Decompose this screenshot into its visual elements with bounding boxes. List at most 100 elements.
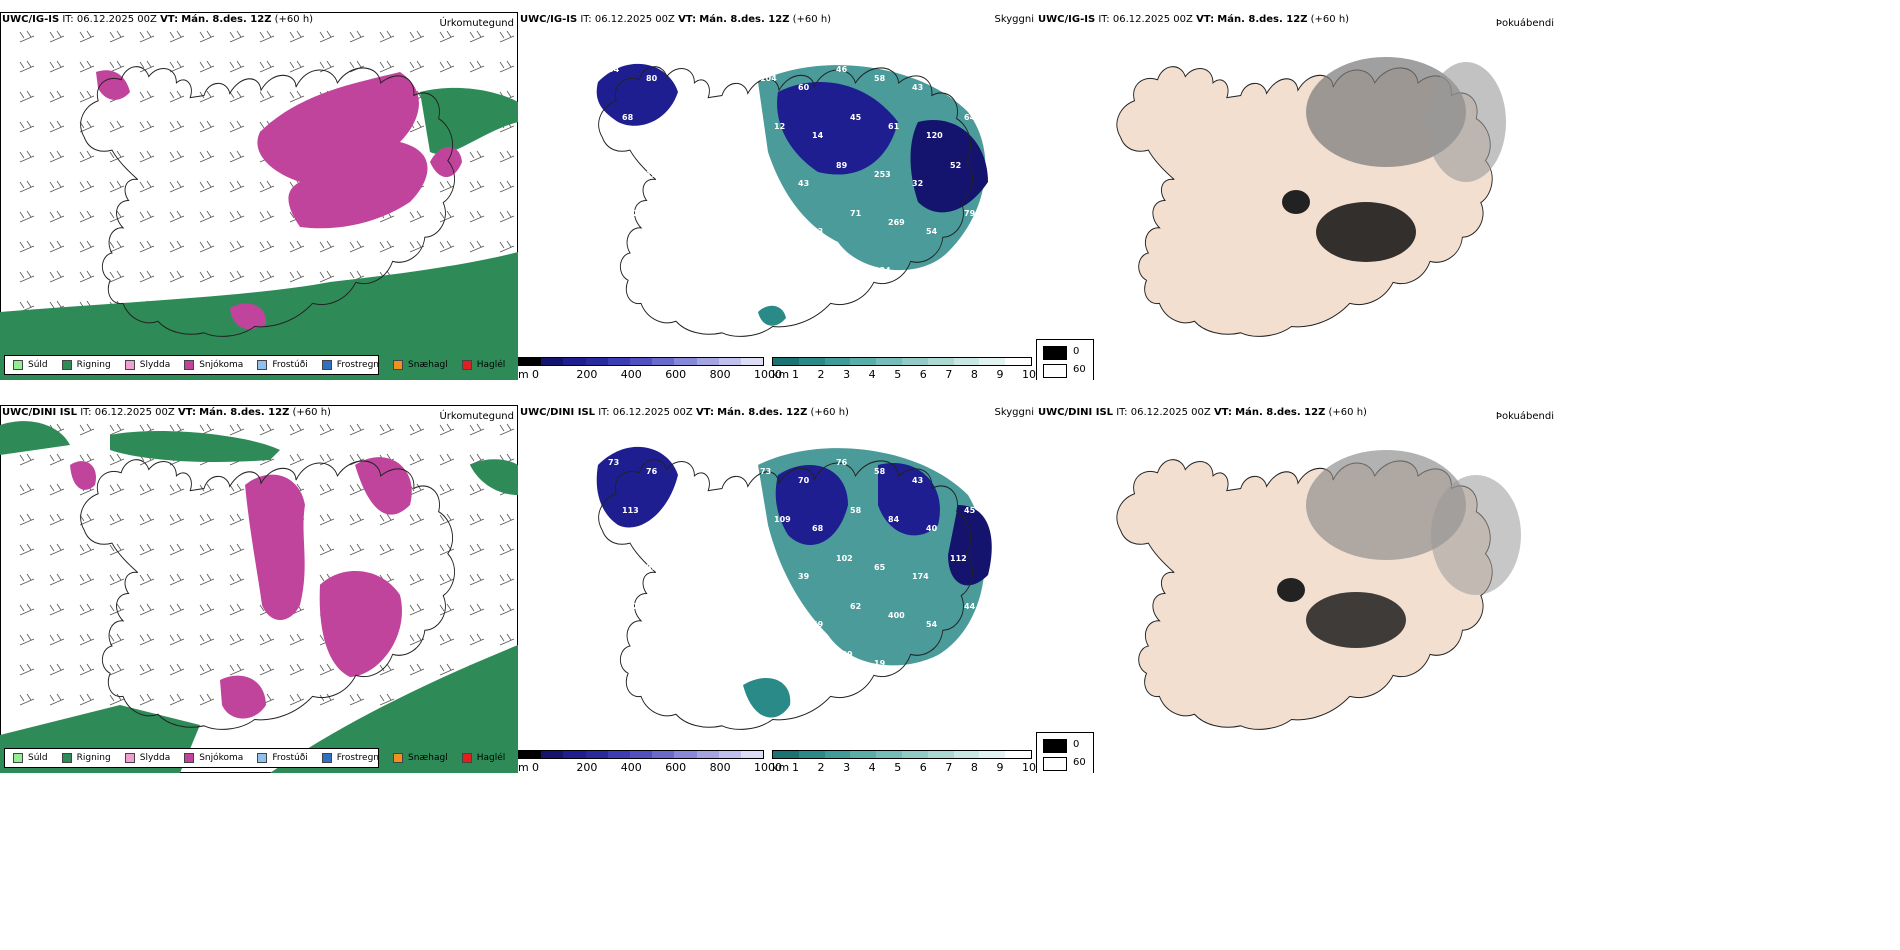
colorbar-tick: 0: [532, 761, 539, 773]
fog-legend-label: 60: [1073, 364, 1086, 375]
iceland-outline: [598, 459, 973, 730]
legend-label: Slydda: [139, 360, 171, 370]
legend-label: Frostregn: [336, 753, 380, 763]
colorbar-tick: 800: [709, 761, 731, 773]
colorbar-tick: 1: [792, 368, 799, 380]
panel-header: UWC/IG-IS IT: 06.12.2025 00Z VT: Mán. 8.…: [520, 14, 832, 25]
cloud-base-label: 53: [812, 227, 823, 236]
fog-legend: 0 60: [1036, 732, 1094, 773]
cloud-base-label: 73: [608, 458, 619, 467]
legend-swatch: [321, 360, 332, 370]
legend-item: Rigning: [61, 753, 111, 763]
cloud-base-label: 85: [698, 524, 710, 533]
fog-legend: 0 60: [1036, 339, 1094, 380]
panel-title: Þokuábendi: [1495, 411, 1554, 422]
cloud-base-label: 59: [812, 620, 824, 629]
cloud-base-label: 54: [926, 227, 938, 236]
cloud-base-label: 75: [660, 515, 672, 524]
colorbar-tick: 10: [1022, 368, 1036, 380]
cloud-base-label: 72: [660, 611, 671, 620]
colorbar-tick: 200: [576, 761, 598, 773]
colorbar-tick: 4: [868, 761, 876, 773]
cloud-base-label: 54: [698, 131, 710, 140]
cloud-base-label: 44: [964, 602, 976, 611]
colorbar-tick: 5: [894, 761, 902, 773]
cloud-base-label: 72: [684, 179, 695, 188]
colorbar-tick: 800: [709, 368, 731, 380]
cloud-panel-top: 64 80 31 55 104 60 46 58 43 96 68 47 54 48 12 14 45 61 120…: [518, 12, 1036, 380]
colorbar-tick: 10: [1022, 761, 1036, 773]
colorbar-tick: 7: [945, 368, 953, 380]
cloud-base-label: 320: [760, 659, 777, 668]
cloud-base-label: 45: [836, 257, 848, 266]
legend-swatch: [124, 360, 135, 370]
panel-title: Þokuábendi: [1495, 18, 1554, 29]
legend-item: Snjókoma: [184, 753, 243, 763]
cloud-base-label: 556: [774, 611, 791, 620]
legend-swatch: [184, 753, 195, 763]
colorbar-tick: 8: [970, 761, 978, 773]
cloud-base-label: 45: [722, 458, 734, 467]
legend-label: Slydda: [139, 753, 171, 763]
legend-swatch: [321, 753, 332, 763]
colorbar-unit: km: [772, 368, 790, 380]
legend-label: Frostúði: [272, 360, 308, 370]
legend-swatch: [257, 360, 268, 370]
colorbar-tick: 5: [894, 368, 902, 380]
cloud-base-label: 65: [608, 161, 620, 170]
iceland-outline: [598, 66, 973, 337]
cloud-base-label: 99: [684, 668, 696, 677]
cloud-base-label: 31: [684, 83, 696, 92]
colorbar-unit: m: [518, 368, 529, 380]
legend-label: Rigning: [76, 753, 111, 763]
cloud-map-bottom: 73 76 69 45 73 70 76 58 43 61 113 75 85 61 109 68 58 84 40…: [596, 446, 992, 730]
base-colorbar: m 0 200 400 600 800 1000: [518, 750, 782, 773]
colorbar-tick: 200: [576, 368, 598, 380]
cloud-base-label: 269: [888, 218, 905, 227]
legend-swatch: [124, 753, 135, 763]
cloud-base-label: 110: [798, 668, 815, 677]
legend-label: Frostregn: [336, 360, 380, 370]
cloud-base-label: 70: [608, 257, 620, 266]
cloud-base-label: 76: [836, 458, 848, 467]
cloud-base-label: 126: [760, 563, 777, 572]
cloud-base-label: 58: [874, 467, 886, 476]
fog-area: [1282, 57, 1506, 262]
legend-item: Frostúði: [257, 753, 308, 763]
cloud-base-label: 45: [850, 113, 862, 122]
cloud-base-label: 484: [774, 218, 791, 227]
legend-label: Snæhagl: [408, 360, 448, 370]
cloud-base-label: 61: [736, 506, 748, 515]
legend-item: Snæhagl: [393, 360, 448, 370]
colorbar-tick: 400: [620, 761, 642, 773]
cloud-base-label: 35: [698, 620, 710, 629]
cloud-area: [596, 446, 992, 718]
cloud-base-label: 180: [646, 659, 663, 668]
legend-swatch: [61, 360, 72, 370]
panel-header: UWC/IG-IS IT: 06.12.2025 00Z VT: Mán. 8.…: [2, 14, 314, 25]
legend-swatch: [257, 753, 268, 763]
panel-title: Úrkomutegund: [439, 18, 514, 29]
colorbar-tick: 600: [665, 761, 687, 773]
cloud-map-top: 64 80 31 55 104 60 46 58 43 96 68 47 54 48 12 14 45 61 120…: [596, 63, 988, 337]
cloud-base-label: 104: [760, 74, 777, 83]
cloud-base-label: 43: [912, 83, 923, 92]
cloud-base-label: 61: [722, 161, 734, 170]
legend-item: Slydda: [124, 360, 171, 370]
cloud-base-label: 61: [888, 122, 900, 131]
cloud-area: [596, 63, 988, 326]
cloud-base-label: 56: [684, 572, 696, 581]
fog-legend-swatch: [1043, 757, 1067, 771]
fog-legend-label: 0: [1073, 739, 1080, 750]
cloud-base-label: 46: [836, 65, 848, 74]
cloud-base-label: 48: [722, 650, 734, 659]
precip-panel-bottom: UWC/DINI ISL IT: 06.12.2025 00Z VT: Mán.…: [0, 405, 518, 773]
cloud-base-label: 133: [646, 170, 663, 179]
cloud-base-label: 73: [760, 467, 771, 476]
legend-swatch: [13, 360, 23, 370]
legend-item: Snæhagl: [393, 753, 448, 763]
colorbar-tick: 3: [843, 761, 851, 773]
precip-legend: Súld Rigning Slydda Snjókoma Frostúði Frostre…: [4, 355, 505, 375]
cloud-base-label: 209: [836, 650, 853, 659]
legend-swatch: [393, 753, 404, 763]
